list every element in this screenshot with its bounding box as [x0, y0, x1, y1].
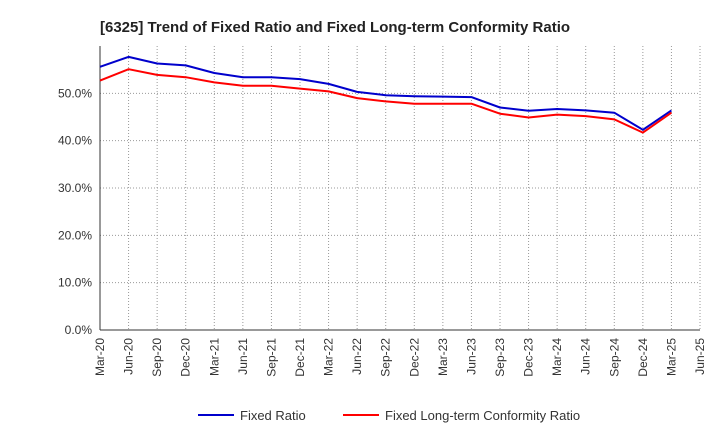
x-tick-label: Mar-22	[322, 338, 336, 376]
x-tick-label: Sep-22	[379, 338, 393, 377]
x-tick-label: Sep-24	[607, 338, 621, 377]
legend: Fixed Ratio Fixed Long-term Conformity Ra…	[198, 408, 580, 423]
x-tick-label: Jun-20	[122, 338, 136, 375]
x-tick-labels: Mar-20 Jun-20 Sep-20 Dec-20 Mar-21 Jun-21 Sep-…	[93, 338, 707, 377]
x-tick-label: Dec-23	[522, 338, 536, 377]
legend-label: Fixed Long-term Conformity Ratio	[385, 408, 580, 423]
chart-title: [6325] Trend of Fixed Ratio and Fixed Lo…	[100, 19, 570, 36]
x-tick-label: Sep-23	[493, 338, 507, 377]
axes	[99, 46, 701, 331]
x-tick-label: Sep-20	[150, 338, 164, 377]
y-tick-label: 30.0%	[58, 181, 92, 195]
x-tick-label: Mar-25	[664, 338, 678, 376]
x-tick-label: Jun-24	[579, 338, 593, 375]
x-tick-label: Jun-22	[350, 338, 364, 375]
grid	[100, 46, 700, 330]
x-tick-label: Mar-20	[93, 338, 107, 376]
x-tick-label: Jun-25	[693, 338, 707, 375]
series-line-1	[99, 68, 672, 134]
x-tick-label: Dec-22	[407, 338, 421, 377]
x-tick-label: Mar-21	[207, 338, 221, 376]
x-tick-label: Jun-23	[464, 338, 478, 375]
x-tick-label: Sep-21	[264, 338, 278, 377]
x-tick-label: Dec-21	[293, 338, 307, 377]
x-tick-label: Jun-21	[236, 338, 250, 375]
series-lines	[99, 55, 672, 134]
y-tick-label: 0.0%	[65, 323, 93, 337]
y-tick-label: 20.0%	[58, 228, 92, 242]
x-tick-label: Dec-20	[179, 338, 193, 377]
legend-label: Fixed Ratio	[240, 408, 306, 423]
x-tick-label: Dec-24	[636, 338, 650, 377]
y-tick-label: 40.0%	[58, 134, 92, 148]
x-tick-label: Mar-24	[550, 338, 564, 376]
y-tick-label: 50.0%	[58, 86, 92, 100]
y-tick-label: 10.0%	[58, 276, 92, 290]
x-tick-label: Mar-23	[436, 338, 450, 376]
y-tick-labels: 0.0% 10.0% 20.0% 30.0% 40.0% 50.0%	[58, 86, 92, 337]
series-line-0	[99, 55, 672, 131]
